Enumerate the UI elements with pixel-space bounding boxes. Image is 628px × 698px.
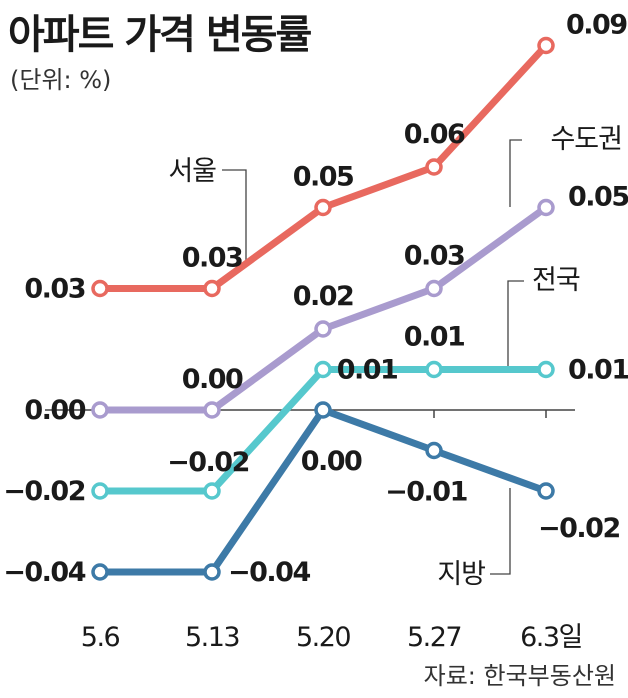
data-label-1-1: 0.00: [182, 364, 243, 395]
data-point-0-1: [203, 279, 221, 298]
data-point-3-2: [314, 401, 332, 419]
data-label-3-0: −0.04: [3, 557, 85, 588]
data-label-0-4: 0.09: [566, 10, 627, 41]
data-point-1-1: [203, 401, 221, 419]
data-label-1-3: 0.03: [404, 241, 465, 272]
leader-line-1: [509, 139, 522, 207]
data-point-2-3: [425, 360, 443, 379]
data-point-2-4: [537, 360, 555, 379]
series-name-3: 지방: [437, 559, 485, 590]
x-tick-label-2: 5.20: [296, 622, 350, 653]
data-point-1-2: [314, 320, 332, 338]
data-label-2-1: −0.02: [167, 447, 249, 478]
data-label-3-1: −0.04: [228, 557, 310, 588]
data-point-0-0: [91, 279, 109, 298]
data-label-2-3: 0.01: [404, 322, 465, 353]
data-label-1-0: 0.00: [24, 395, 85, 426]
data-point-2-1: [203, 482, 221, 500]
data-point-1-3: [425, 279, 443, 298]
data-point-2-0: [91, 482, 109, 500]
data-point-1-0: [91, 401, 109, 419]
data-point-3-1: [203, 563, 221, 581]
data-point-1-4: [537, 198, 555, 217]
x-tick-label-1: 5.13: [185, 622, 239, 653]
data-label-2-2: 0.01: [337, 355, 398, 386]
data-point-3-0: [91, 563, 109, 581]
data-label-0-0: 0.03: [24, 274, 85, 305]
series-name-0: 서울: [168, 156, 216, 187]
data-label-0-3: 0.06: [404, 119, 465, 150]
data-label-2-4: 0.01: [568, 355, 628, 386]
series-name-1: 수도권: [550, 124, 622, 155]
x-tick-label-3: 5.27: [407, 622, 461, 653]
leader-line-0: [222, 169, 247, 262]
data-point-2-2: [314, 360, 332, 379]
series-name-2: 전국: [532, 265, 580, 296]
data-label-2-0: −0.02: [3, 476, 85, 507]
data-label-1-2: 0.02: [293, 281, 354, 312]
data-point-0-2: [314, 198, 332, 217]
data-label-0-2: 0.05: [293, 162, 354, 193]
unit-label: (단위: %): [10, 66, 112, 94]
data-label-1-4: 0.05: [568, 182, 628, 213]
data-label-0-1: 0.03: [182, 243, 243, 274]
x-tick-label-0: 5.6: [81, 622, 120, 653]
data-point-3-3: [425, 441, 443, 460]
data-label-3-2: 0.00: [301, 446, 362, 477]
data-label-3-3: −0.01: [385, 477, 467, 508]
chart-title: 아파트 가격 변동률: [8, 12, 312, 58]
leader-line-2: [507, 280, 524, 370]
x-tick-label-4: 6.3일: [520, 622, 582, 653]
source-label: 자료: 한국부동산원: [423, 662, 616, 690]
data-point-0-3: [425, 158, 443, 176]
data-label-3-4: −0.02: [538, 513, 620, 544]
data-point-0-4: [537, 36, 555, 55]
leader-line-3: [490, 488, 511, 575]
data-point-3-4: [537, 482, 555, 500]
